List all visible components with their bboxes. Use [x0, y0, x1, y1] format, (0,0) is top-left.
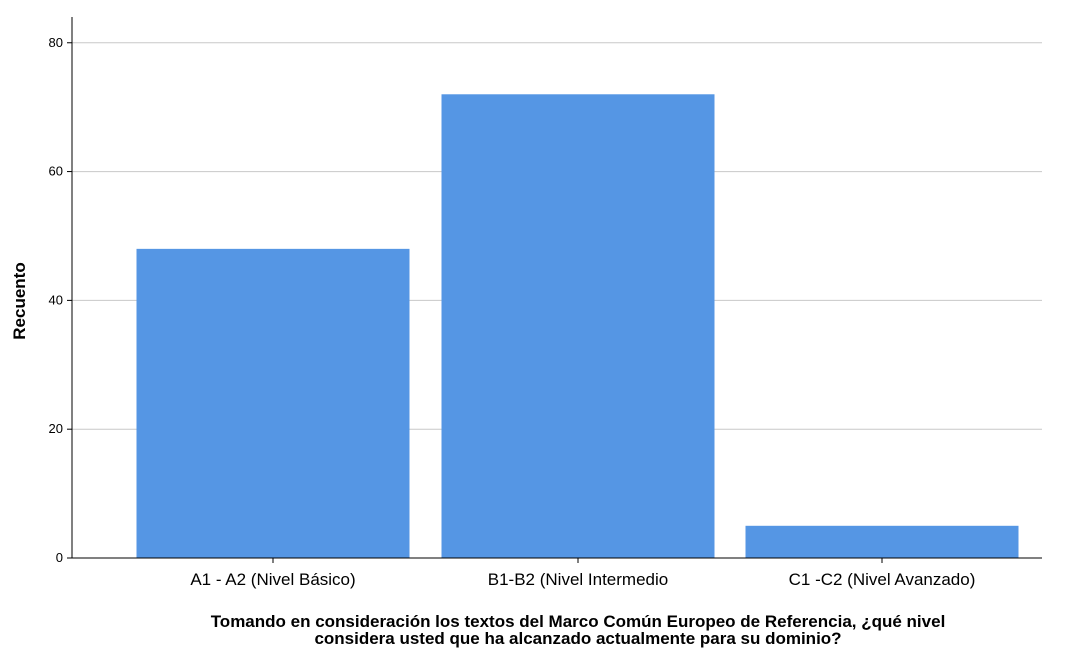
- bar-2: [441, 94, 715, 559]
- x-axis-title-line-1: Tomando en consideración los textos del …: [211, 612, 946, 631]
- bar-1: [136, 248, 410, 558]
- x-tick-label-3: C1 -C2 (Nivel Avanzado): [789, 570, 976, 589]
- bar-3: [745, 525, 1019, 558]
- y-tick-label-0: 0: [56, 550, 63, 565]
- bars-layer: [136, 94, 1019, 559]
- axes-layer: [67, 17, 1042, 563]
- y-tick-label-80: 80: [49, 35, 63, 50]
- x-tick-label-2: B1-B2 (Nivel Intermedio: [488, 570, 668, 589]
- y-axis-title: Recuento: [10, 262, 29, 339]
- x-axis-title-line-2: considera usted que ha alcanzado actualm…: [314, 629, 841, 648]
- y-tick-label-20: 20: [49, 421, 63, 436]
- labels-layer: 0 20 40 60 80 A1 - A2 (Nivel Básico) B1-B2 (Ni…: [49, 35, 976, 589]
- y-tick-label-60: 60: [49, 164, 63, 179]
- x-tick-label-1: A1 - A2 (Nivel Básico): [190, 570, 355, 589]
- y-tick-label-40: 40: [49, 292, 63, 307]
